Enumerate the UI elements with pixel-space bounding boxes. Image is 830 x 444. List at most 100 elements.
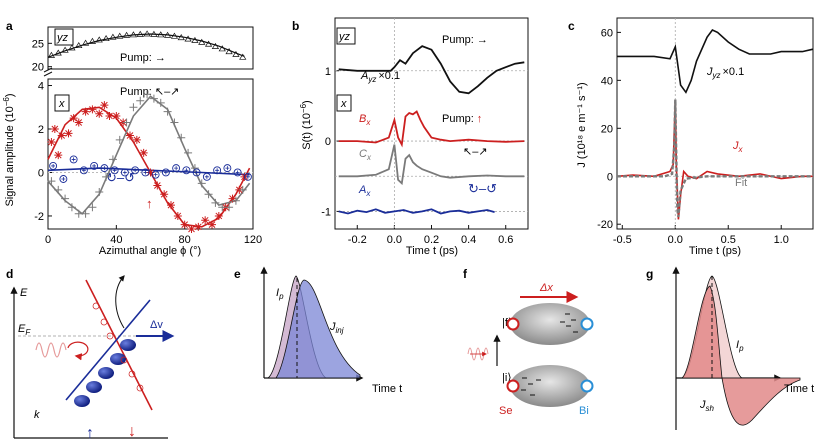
yz-data-point <box>211 42 220 49</box>
bx-data-point <box>173 211 182 220</box>
yz-data-point <box>136 30 144 37</box>
cx-data-point <box>143 90 152 99</box>
a-x-tick-label: 40 <box>110 234 122 246</box>
ax-data-point <box>161 168 170 177</box>
panel-e: e Ip Jinj Time t <box>234 266 402 395</box>
panel-a-xlabel: Azimuthal angle ϕ (°) <box>99 245 201 257</box>
panel-a-letter: a <box>6 19 13 33</box>
bx-data-point <box>95 109 104 118</box>
c-x-tick-label: -0.5 <box>613 234 632 246</box>
electron-ball <box>120 339 136 351</box>
ax-data-point <box>151 170 160 179</box>
yz-data-point <box>143 30 151 37</box>
bx-data-point <box>160 190 169 199</box>
cx-data-point <box>122 118 131 127</box>
e-jinj-label: Jinj <box>329 321 344 335</box>
label-cx: Cx <box>359 148 372 162</box>
ax-data-point <box>192 168 201 177</box>
yz-data-point <box>95 36 103 43</box>
b-trace-blue <box>338 208 495 215</box>
pump-label-bottom: Pump: ↖–↗ <box>120 86 179 98</box>
c-y-tick-label: -20 <box>597 219 613 231</box>
d-electron-balls <box>74 339 136 407</box>
b-y-tick-label: 1 <box>325 66 331 78</box>
ax-data-point <box>59 175 68 183</box>
a-bottom-y-tick-label: -2 <box>34 211 44 223</box>
c-y-tick-label: 40 <box>601 75 613 87</box>
f-charges-bottom <box>521 377 541 396</box>
b-x-tick-label: -0.2 <box>348 234 367 246</box>
d-holes <box>92 302 144 392</box>
b-tag-yz-box <box>336 27 356 45</box>
d-light-pulse <box>35 342 67 358</box>
panel-c-ticks: -20 0 20 40 60 -0.5 0.0 0.5 1.0 <box>597 27 789 246</box>
tag-x-box <box>54 94 70 112</box>
cx-data-point <box>218 203 227 212</box>
ax-data-point <box>141 168 150 177</box>
cx-data-point <box>211 198 220 207</box>
yz-data-point <box>198 38 206 45</box>
b-ax-polarization: ↻–↺ <box>468 181 497 196</box>
panel-a-top-plot <box>47 30 247 60</box>
bx-data-point <box>139 148 148 157</box>
electron-ball <box>86 381 102 393</box>
ax-data-point <box>233 168 242 177</box>
yz-data-point <box>102 34 110 42</box>
panel-c-xlabel: Time t (ps) <box>689 245 741 257</box>
bx-data-point <box>228 194 237 203</box>
bx-data-point <box>194 222 203 231</box>
yz-data-point <box>157 31 165 38</box>
panel-g: g Ip Jsh Time t <box>646 266 814 430</box>
c-x-tick-label: 0.0 <box>668 234 683 246</box>
panel-b-xlabel: Time t (ps) <box>406 245 458 257</box>
cx-data-point <box>231 196 240 205</box>
yz-data-point <box>170 32 179 39</box>
yz-data-point <box>150 30 158 37</box>
panel-a-x-ticks: 0 40 80 120 <box>45 225 262 246</box>
a-x-tick-label: 0 <box>45 234 51 246</box>
e-ip-label: Ip <box>276 287 284 301</box>
bx-data-point <box>47 138 56 147</box>
yz-data-point <box>232 50 240 57</box>
ax-data-point <box>213 166 222 175</box>
d-spin-down: ↓ <box>128 423 136 440</box>
cx-data-point <box>136 96 145 105</box>
c-x-tick-label: 0.5 <box>721 234 736 246</box>
f-charges-top <box>560 313 578 333</box>
g-jsh-label: Jsh <box>699 399 715 413</box>
bx-data-point <box>132 135 141 144</box>
yz-data-point <box>204 40 213 47</box>
cx-data-point <box>149 94 158 103</box>
b-trace-black <box>338 45 525 95</box>
bx-data-point <box>187 225 196 233</box>
b-x-tick-label: 0.2 <box>424 234 439 246</box>
g-time-label: Time t <box>784 383 814 395</box>
ax-data-point <box>79 166 88 175</box>
panel-b-ylabel: S(t) (10−6) <box>299 100 313 149</box>
tag-yz: yz <box>56 32 69 44</box>
b-trace-red <box>338 110 525 148</box>
yz-data-point <box>239 53 247 60</box>
f-se-label: Se <box>499 405 512 417</box>
cx-data-point <box>129 103 138 112</box>
e-current-jinj <box>275 279 361 379</box>
cx-data-point <box>225 203 234 212</box>
b-x-tick-label: 0.0 <box>387 234 402 246</box>
panel-a-bottom-ticks: -2 0 2 4 <box>34 81 52 223</box>
hole <box>128 370 136 378</box>
yz-fit-line <box>47 33 245 58</box>
f-orbital-final <box>510 303 590 345</box>
d-fermi-level: EF <box>18 323 31 337</box>
c-trace-black <box>617 29 814 94</box>
b-x-tick-label: 0.4 <box>461 234 476 246</box>
panel-a-ylabel: Signal amplitude (10−6) <box>2 93 16 206</box>
panel-a-top-frame <box>47 26 254 70</box>
label-ax: Ax <box>358 184 371 198</box>
panel-c-letter: c <box>568 19 575 33</box>
panel-a-bottom-plot <box>47 90 253 233</box>
yz-data-point <box>129 31 138 38</box>
yz-data-point <box>218 45 226 52</box>
cx-data-point <box>177 133 186 142</box>
panel-d-letter: d <box>6 267 13 281</box>
b-pump-bx: Pump: ↑ <box>442 113 482 125</box>
